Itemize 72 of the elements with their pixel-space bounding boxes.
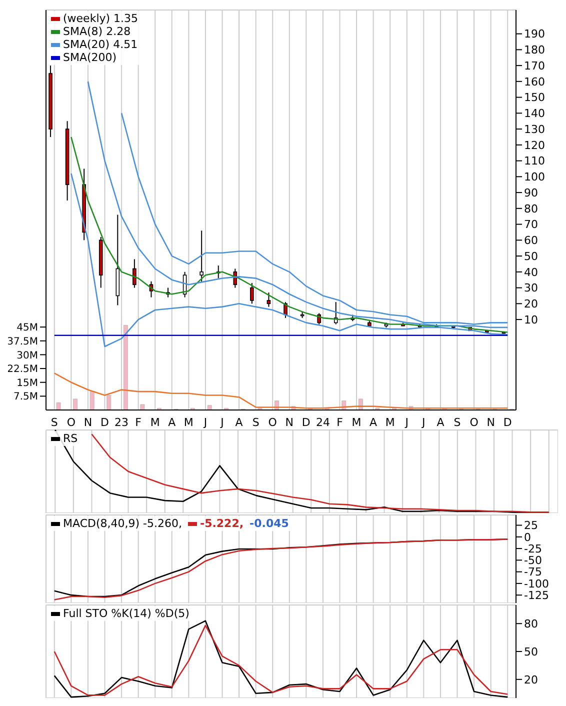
x-tick-label: A bbox=[235, 416, 244, 429]
y-tick-label: -75 bbox=[524, 566, 542, 579]
y-tick-label: 10 bbox=[524, 313, 538, 326]
y-tick-label: 80 bbox=[524, 202, 538, 216]
legend-label: SMA(20) 4.51 bbox=[63, 38, 138, 51]
x-tick-label: 24 bbox=[316, 416, 330, 429]
x-tick-label: A bbox=[168, 416, 176, 429]
y-tick-label: -100 bbox=[524, 577, 549, 590]
y-tick-label: 50 bbox=[524, 250, 538, 263]
legend-label: -5.222, bbox=[200, 517, 244, 530]
x-tick-label: M bbox=[352, 416, 362, 429]
y2-tick-label: 30M bbox=[16, 350, 38, 362]
x-tick-label: S bbox=[252, 416, 260, 429]
x-tick-label: F bbox=[336, 416, 343, 429]
x-tick-label: N bbox=[285, 416, 294, 429]
x-tick-label: D bbox=[100, 416, 109, 429]
x-tick-label: J bbox=[421, 416, 426, 429]
x-tick-label: A bbox=[436, 416, 445, 429]
y-tick-label: 100 bbox=[524, 170, 545, 184]
y2-tick-label: 22.5M bbox=[7, 364, 38, 376]
y2-tick-label: 37.5M bbox=[7, 336, 38, 348]
y-tick-label: -25 bbox=[524, 542, 542, 556]
y-tick-label: 70 bbox=[524, 218, 538, 232]
y-tick-label: 50 bbox=[524, 645, 538, 658]
x-tick-label: S bbox=[454, 416, 461, 429]
y-tick-label: 110 bbox=[524, 154, 545, 168]
x-tick-label: O bbox=[66, 416, 76, 429]
legend-label: SMA(200) bbox=[63, 51, 117, 64]
y-tick-label: 40 bbox=[524, 266, 538, 279]
x-tick-label: M bbox=[385, 416, 395, 429]
x-tick-label: J bbox=[202, 416, 208, 429]
x-tick-label: N bbox=[84, 416, 92, 429]
x-tick-label: S bbox=[50, 416, 58, 429]
x-tick-label: D bbox=[302, 416, 310, 429]
y2-tick-label: 45M bbox=[16, 322, 38, 334]
y-tick-label: 80 bbox=[524, 618, 538, 631]
x-tick-label: J bbox=[404, 416, 409, 429]
x-tick-label: F bbox=[135, 416, 142, 429]
x-tick-label: M bbox=[184, 416, 194, 429]
x-tick-label: A bbox=[370, 416, 378, 429]
y-tick-label: 170 bbox=[524, 59, 545, 72]
y-tick-label: 0 bbox=[524, 530, 531, 544]
y-tick-label: 130 bbox=[524, 122, 545, 136]
y2-tick-label: 7.5M bbox=[13, 392, 38, 403]
y-tick-label: 140 bbox=[524, 107, 545, 120]
y-tick-label: 30 bbox=[524, 282, 538, 295]
x-tick-label: D bbox=[503, 416, 512, 429]
y-tick-label: 120 bbox=[524, 138, 545, 152]
y-tick-label: 60 bbox=[524, 234, 538, 248]
legend-label: SMA(8) 2.28 bbox=[63, 25, 131, 38]
x-tick-label: M bbox=[150, 416, 160, 429]
x-tick-label: O bbox=[470, 416, 479, 429]
legend-label: Full STO %K(14) %D(5) bbox=[63, 607, 190, 620]
legend-label: MACD(8,40,9) -5.260, bbox=[63, 517, 182, 530]
y-tick-label: 90 bbox=[524, 186, 538, 200]
annotation: -0.045 bbox=[250, 517, 289, 530]
y-tick-label: 20 bbox=[524, 673, 538, 686]
legend-label: (weekly) 1.35 bbox=[63, 12, 138, 25]
legend-label: RS bbox=[63, 432, 78, 445]
y-tick-label: 20 bbox=[524, 298, 538, 311]
y-tick-label: -125 bbox=[524, 588, 549, 602]
x-tick-label: 23 bbox=[114, 416, 129, 429]
y-tick-label: 25 bbox=[524, 519, 538, 532]
y2-tick-label: 15M bbox=[16, 378, 38, 389]
y-tick-label: 150 bbox=[524, 91, 545, 104]
x-tick-label: J bbox=[220, 416, 224, 429]
y-tick-label: 160 bbox=[524, 75, 545, 88]
y-tick-label: 190 bbox=[524, 28, 545, 41]
y-tick-label: 180 bbox=[524, 44, 545, 57]
x-tick-label: N bbox=[486, 416, 495, 429]
x-tick-label: O bbox=[268, 416, 278, 429]
y-tick-label: -50 bbox=[524, 554, 542, 568]
